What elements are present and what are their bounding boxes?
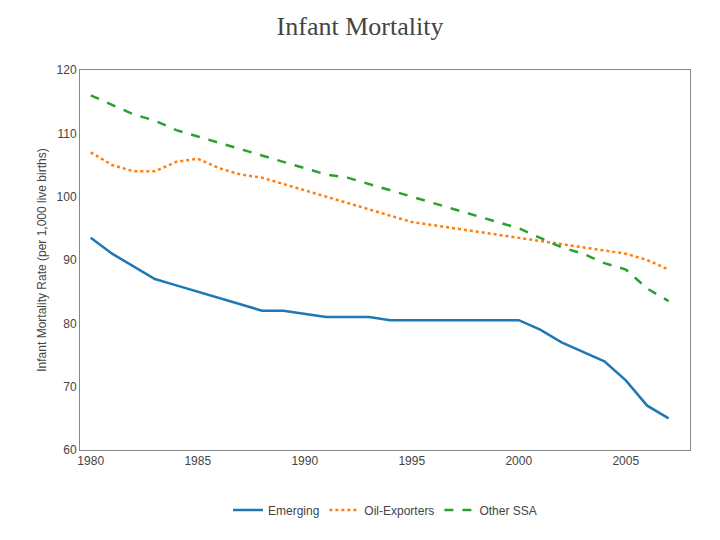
- svg-text:100: 100: [57, 190, 77, 204]
- svg-text:60: 60: [63, 443, 77, 457]
- svg-text:Infant Mortality: Infant Mortality: [277, 12, 444, 41]
- svg-text:90: 90: [63, 253, 77, 267]
- svg-text:Oil-Exporters: Oil-Exporters: [364, 504, 434, 518]
- svg-text:1995: 1995: [398, 454, 425, 468]
- svg-text:120: 120: [57, 63, 77, 77]
- svg-text:Infant Mortality Rate (per 1,0: Infant Mortality Rate (per 1,000 live bi…: [35, 148, 49, 371]
- svg-text:1990: 1990: [291, 454, 318, 468]
- svg-text:70: 70: [63, 380, 77, 394]
- svg-text:1980: 1980: [77, 454, 104, 468]
- svg-text:80: 80: [63, 317, 77, 331]
- svg-text:2005: 2005: [612, 454, 639, 468]
- svg-text:Emerging: Emerging: [268, 504, 319, 518]
- svg-text:1985: 1985: [184, 454, 211, 468]
- svg-text:Other SSA: Other SSA: [479, 504, 536, 518]
- svg-text:110: 110: [57, 127, 76, 141]
- svg-text:2000: 2000: [505, 454, 532, 468]
